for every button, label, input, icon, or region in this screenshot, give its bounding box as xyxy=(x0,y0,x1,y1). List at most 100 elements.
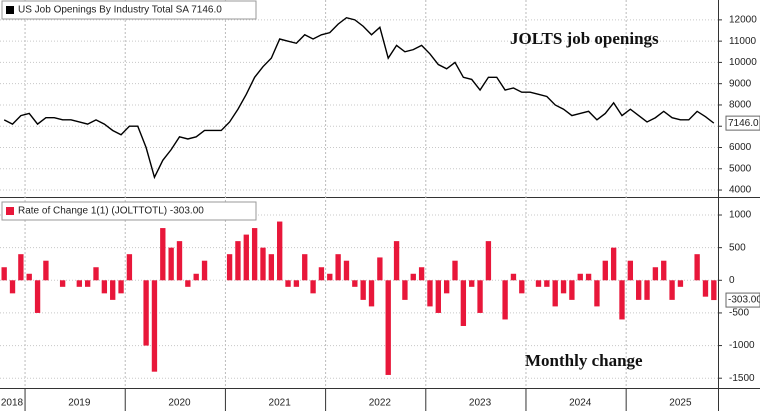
bar xyxy=(277,221,283,281)
bar xyxy=(610,247,617,281)
bar xyxy=(669,280,675,300)
bar xyxy=(1,267,7,281)
bar xyxy=(452,260,458,281)
bar xyxy=(711,280,717,301)
bar xyxy=(201,260,208,281)
bar xyxy=(26,273,32,281)
bar xyxy=(110,280,116,300)
bar xyxy=(302,254,308,281)
annotation: JOLTS job openings xyxy=(510,29,659,48)
last-value-label: 7146.0 xyxy=(728,118,759,129)
annotation: Monthly change xyxy=(525,351,643,370)
bar xyxy=(126,254,133,281)
last-value-label: -303.00 xyxy=(728,295,760,306)
bar xyxy=(176,241,183,281)
y-tick-label: 500 xyxy=(729,242,746,253)
y-tick-label: -1000 xyxy=(729,340,755,351)
bar xyxy=(460,280,467,326)
bar xyxy=(577,273,583,281)
bar xyxy=(34,280,41,313)
bar xyxy=(268,254,275,281)
bar xyxy=(702,280,709,297)
bar xyxy=(661,260,667,281)
bar xyxy=(368,280,375,307)
bar xyxy=(535,280,542,287)
bar xyxy=(552,280,558,307)
bar xyxy=(293,280,300,287)
x-tick-label: 2023 xyxy=(469,398,492,409)
bar xyxy=(185,280,191,287)
legend-label: US Job Openings By Industry Total SA 714… xyxy=(18,5,222,16)
bar xyxy=(393,241,400,281)
bar xyxy=(477,280,483,313)
bar xyxy=(585,273,592,281)
x-tick-label: 2021 xyxy=(269,398,292,409)
bar xyxy=(243,234,249,281)
bar xyxy=(285,280,291,287)
y-tick-label: 12000 xyxy=(729,15,757,26)
y-tick-label: 6000 xyxy=(729,142,752,153)
bar xyxy=(18,254,24,281)
bar xyxy=(151,280,158,372)
bar xyxy=(435,280,441,313)
bar xyxy=(469,280,475,287)
bar xyxy=(335,254,341,281)
x-tick-label: 2020 xyxy=(168,398,191,409)
bar xyxy=(418,267,425,281)
x-tick-label: 2024 xyxy=(569,398,592,409)
legend-box xyxy=(1,0,257,20)
bar xyxy=(677,280,684,287)
bar xyxy=(602,260,608,281)
bar xyxy=(235,241,241,281)
bar xyxy=(251,228,258,281)
bar xyxy=(410,273,416,281)
bar xyxy=(694,254,700,281)
y-tick-label: 4000 xyxy=(729,185,752,196)
bar xyxy=(193,273,199,281)
legend-label: Rate of Change 1(1) (JOLTTOTL) -303.00 xyxy=(18,206,204,217)
bar xyxy=(59,280,66,287)
bar xyxy=(594,280,600,307)
bar xyxy=(43,260,49,281)
bar xyxy=(519,280,525,294)
bar xyxy=(402,280,408,300)
bar xyxy=(569,280,575,300)
bar xyxy=(143,280,149,346)
bar xyxy=(485,241,492,281)
bar xyxy=(76,280,82,287)
bar xyxy=(443,280,450,294)
bar xyxy=(377,257,383,281)
bar xyxy=(168,247,174,281)
bar xyxy=(93,267,99,281)
legend-box xyxy=(1,201,257,221)
y-tick-label: 9000 xyxy=(729,78,752,89)
bar xyxy=(385,280,391,375)
bar xyxy=(101,280,108,294)
x-tick-label: 2025 xyxy=(669,398,692,409)
bar xyxy=(510,273,517,281)
y-tick-label: 5000 xyxy=(729,163,752,174)
bar xyxy=(118,280,124,294)
bar xyxy=(226,254,233,281)
y-tick-label: 10000 xyxy=(729,57,757,68)
x-tick-label: 2022 xyxy=(369,398,392,409)
bar xyxy=(360,280,366,300)
bar xyxy=(619,280,625,320)
bar xyxy=(343,260,350,281)
bar xyxy=(502,280,508,320)
legend-swatch xyxy=(6,207,14,215)
y-tick-label: -500 xyxy=(729,308,749,319)
bar xyxy=(327,273,333,281)
bar xyxy=(427,280,433,307)
bar xyxy=(560,280,567,294)
y-tick-label: -1500 xyxy=(729,373,755,384)
bar xyxy=(160,228,166,281)
y-tick-label: 1000 xyxy=(729,210,752,221)
bar xyxy=(544,280,550,287)
y-tick-label: 8000 xyxy=(729,100,752,111)
last-value-box xyxy=(725,115,760,131)
x-tick-label: 2018 xyxy=(1,398,24,409)
y-tick-label: 11000 xyxy=(729,36,757,47)
y-tick-label: 0 xyxy=(729,275,735,286)
